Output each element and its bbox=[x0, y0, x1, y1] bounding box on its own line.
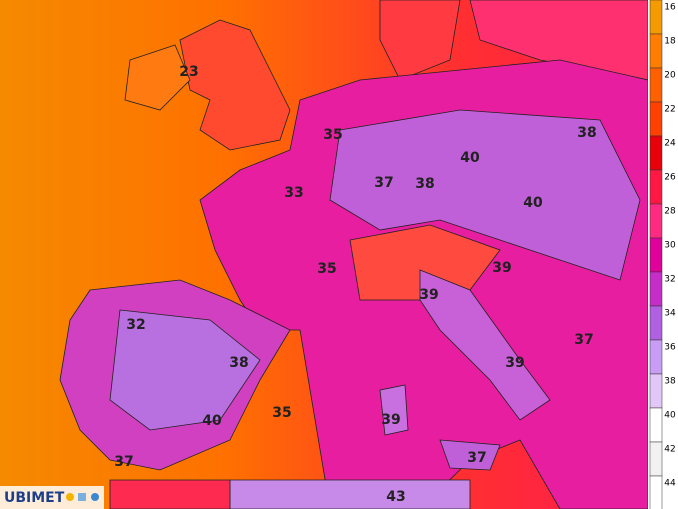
temperature-label: 37 bbox=[467, 450, 486, 466]
brand-background bbox=[0, 486, 104, 509]
legend-tick-label: 40 bbox=[664, 411, 676, 421]
temperature-label: 35 bbox=[272, 405, 291, 421]
temperature-label: 40 bbox=[460, 150, 480, 166]
temperature-label: 35 bbox=[317, 261, 336, 277]
legend-swatch bbox=[649, 373, 663, 409]
legend-tick-label: 22 bbox=[664, 105, 675, 115]
land bbox=[59, 0, 649, 509]
temperature-labels: 23 35 38 40 37 38 33 40 35 39 39 32 37 38 39 40 35 39 37 37… bbox=[114, 64, 596, 505]
legend-swatch bbox=[649, 237, 663, 273]
color-legend: 16 18 20 22 24 26 28 30 32 34 36 38 40 42 44 bbox=[649, 0, 676, 509]
temperature-label: 37 bbox=[374, 175, 393, 191]
brand-logo: UBIMET bbox=[4, 490, 65, 506]
legend-swatch bbox=[649, 203, 663, 239]
brand-icons bbox=[66, 493, 99, 501]
legend-swatch bbox=[649, 0, 663, 35]
legend-tick-label: 20 bbox=[664, 71, 676, 81]
legend-swatch bbox=[649, 169, 663, 205]
legend-tick-label: 28 bbox=[664, 207, 676, 217]
legend-tick-label: 16 bbox=[664, 3, 676, 13]
temperature-label: 39 bbox=[419, 287, 438, 303]
legend-tick-label: 18 bbox=[664, 37, 676, 47]
temperature-label: 37 bbox=[574, 332, 593, 348]
temperature-label: 43 bbox=[386, 489, 405, 505]
temperature-label: 38 bbox=[577, 125, 596, 141]
legend-tick-label: 24 bbox=[664, 139, 676, 149]
legend-swatch bbox=[649, 441, 663, 477]
legend-swatch bbox=[649, 271, 663, 307]
legend-tick-label: 32 bbox=[664, 275, 675, 285]
legend-tick-label: 38 bbox=[664, 377, 676, 387]
temperature-label: 23 bbox=[179, 64, 198, 80]
legend-swatch bbox=[649, 101, 663, 137]
temperature-label: 37 bbox=[114, 454, 133, 470]
legend-swatch bbox=[649, 339, 663, 375]
legend-tick-label: 30 bbox=[664, 241, 676, 251]
legend-tick-label: 44 bbox=[664, 479, 676, 489]
legend-swatch bbox=[649, 475, 663, 509]
legend-swatch bbox=[649, 135, 663, 171]
legend-swatch bbox=[649, 407, 663, 443]
temperature-label: 35 bbox=[323, 127, 342, 143]
legend-tick-label: 36 bbox=[664, 343, 676, 353]
legend-swatch bbox=[649, 67, 663, 103]
temperature-label: 38 bbox=[229, 355, 248, 371]
temperature-label: 39 bbox=[492, 260, 511, 276]
temperature-label: 32 bbox=[126, 317, 145, 333]
temperature-label: 40 bbox=[523, 195, 543, 211]
legend-swatch bbox=[649, 33, 663, 69]
legend-tick-label: 42 bbox=[664, 445, 675, 455]
temperature-label: 39 bbox=[381, 412, 400, 428]
temperature-label: 39 bbox=[505, 355, 524, 371]
legend-tick-label: 34 bbox=[664, 309, 676, 319]
legend-swatch bbox=[649, 305, 663, 341]
temperature-label: 33 bbox=[284, 185, 303, 201]
legend-tick-label: 26 bbox=[664, 173, 676, 183]
temperature-label: 40 bbox=[202, 413, 222, 429]
temperature-label: 38 bbox=[415, 176, 434, 192]
